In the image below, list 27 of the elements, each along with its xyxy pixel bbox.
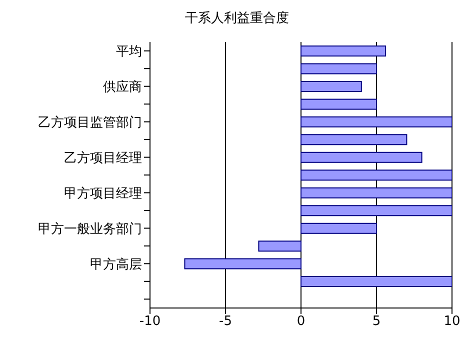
x-tick-label: -10 <box>139 314 161 330</box>
y-tick-label: 甲方一般业务部门 <box>38 220 142 237</box>
x-tick-label: -5 <box>219 314 232 330</box>
y-tick-label: 平均 <box>116 44 142 60</box>
y-tick-label: 乙方项目经理 <box>64 150 142 166</box>
bar <box>300 205 452 216</box>
chart-title: 干系人利益重合度 <box>184 10 290 28</box>
y-tick-label: 供应商 <box>103 78 142 95</box>
bar <box>258 240 302 252</box>
bar <box>300 152 422 163</box>
y-tick-label: 甲方高层 <box>90 256 142 272</box>
bar <box>300 170 452 181</box>
bar <box>300 116 452 128</box>
bar <box>300 134 408 146</box>
bar <box>300 80 362 92</box>
x-tick-label: 10 <box>444 314 460 330</box>
bar <box>300 63 377 74</box>
y-tick-label: 乙方项目监管部门 <box>38 114 142 130</box>
bar <box>300 46 386 56</box>
x-tick-label: 0 <box>296 314 306 330</box>
bar <box>300 276 452 288</box>
bar <box>300 222 377 234</box>
bar <box>300 98 377 110</box>
y-tick-label: 甲方项目经理 <box>64 185 142 202</box>
x-tick-label: 5 <box>372 314 381 330</box>
bar <box>184 258 302 270</box>
bar <box>300 187 452 198</box>
